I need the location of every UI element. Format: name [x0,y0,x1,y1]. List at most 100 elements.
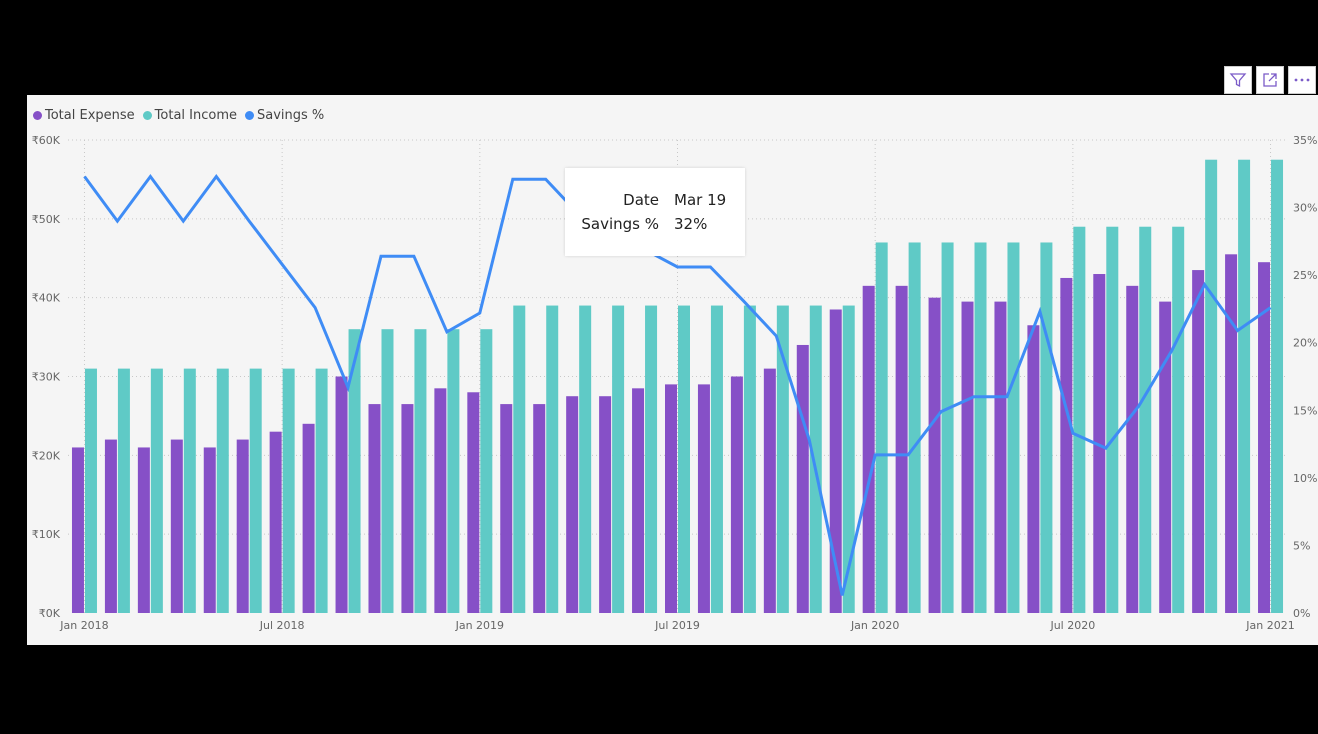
bar-total-income [84,368,97,613]
line-savings-pct [83,173,1272,596]
bar-total-income [513,305,526,613]
bar-total-expense [1093,274,1106,613]
y-left-tick-label: ₹20K [32,449,61,462]
x-tick-label: Jul 2019 [654,619,700,632]
focus-mode-button[interactable] [1256,66,1284,94]
bar-total-income [645,305,658,613]
bar-total-expense [368,404,381,613]
bar-total-income [809,305,822,613]
tooltip-date-value: Mar 19 [674,191,727,209]
bar-total-expense [829,309,842,613]
bar-total-expense [796,344,809,613]
y-left-tick-label: ₹30K [32,371,61,384]
bar-total-income [1007,242,1020,613]
bar-total-expense [1258,262,1271,613]
bar-total-expense [1159,301,1172,613]
y-left-tick-label: ₹40K [32,292,61,305]
y-left-tick-label: ₹10K [32,528,61,541]
bar-total-income [842,305,855,613]
bar-total-income [480,329,493,613]
bar-total-income [282,368,295,613]
focus-mode-icon [1263,73,1277,87]
chart-legend: Total Expense Total Income Savings % [33,108,324,123]
bar-total-income [249,368,262,613]
bar-total-expense [763,368,776,613]
bar-total-income [447,329,460,613]
bar-total-expense [862,285,875,613]
bar-total-income [150,368,163,613]
bar-total-income [908,242,921,613]
bar-total-income [183,368,196,613]
tooltip-savings-value: 32% [674,215,708,233]
more-options-button[interactable] [1288,66,1316,94]
combo-chart: ₹0K ₹10K ₹20K ₹30K ₹40K ₹50K ₹60K 0% 5% 10% 15% 20%… [32,134,1318,632]
y-left-tick-label: ₹60K [32,134,61,147]
filter-icon [1229,73,1247,88]
legend-dot-savings-pct [245,111,255,120]
y-right-tick-label: 15% [1293,404,1317,417]
bar-total-expense [1027,325,1040,613]
x-tick-label: Jan 2018 [59,619,108,632]
bar-total-expense [302,423,315,613]
x-tick-label: Jul 2020 [1049,619,1095,632]
bar-total-expense [269,431,282,613]
legend-label: Total Income [154,108,238,123]
bar-total-income [612,305,625,613]
bar-total-expense [1060,277,1073,613]
bar-total-expense [71,447,84,613]
bar-total-income [315,368,328,613]
bar-total-income [1238,159,1251,613]
legend-item-total-expense[interactable]: Total Expense [33,108,135,123]
x-tick-label: Jul 2018 [259,619,305,632]
y-right-tick-label: 30% [1293,202,1317,215]
x-tick-label: Jan 2021 [1245,619,1294,632]
bar-total-income [1073,226,1086,613]
bar-total-income [579,305,592,613]
chart-tooltip: Date Mar 19 Savings % 32% [565,168,745,256]
bar-total-expense [434,388,447,613]
bar-total-expense [697,384,710,613]
bar-total-expense [533,404,546,613]
legend-item-savings-pct[interactable]: Savings % [245,108,324,123]
x-tick-label: Jan 2020 [850,619,899,632]
bar-total-income [941,242,954,613]
bar-total-income [974,242,987,613]
bar-total-expense [1225,254,1238,613]
chart-panel: Total Expense Total Income Savings % ₹0K… [27,95,1318,645]
y-right-tick-label: 25% [1293,269,1317,282]
filter-button[interactable] [1224,66,1252,94]
legend-label: Savings % [257,108,325,123]
bar-total-income [216,368,229,613]
bar-total-expense [467,392,480,613]
tooltip-savings-label: Savings % [581,215,659,233]
bar-total-expense [335,376,348,613]
bar-total-income [348,329,361,613]
bar-total-expense [994,301,1007,613]
bar-total-expense [566,396,579,613]
x-tick-label: Jan 2019 [455,619,504,632]
y-right-tick-label: 5% [1293,539,1310,552]
bar-total-expense [895,285,908,613]
bar-total-income [1040,242,1053,613]
y-left-tick-label: ₹50K [32,213,61,226]
y-right-tick-label: 20% [1293,337,1317,350]
tooltip-date-label: Date [623,191,659,209]
bar-total-expense [961,301,974,613]
bar-total-expense [236,439,249,613]
y-right-tick-label: 10% [1293,472,1317,485]
bar-total-expense [1126,285,1139,613]
bar-total-income [546,305,559,613]
bar-total-income [1106,226,1119,613]
legend-label: Total Expense [45,108,135,123]
bar-total-expense [665,384,677,613]
bar-total-expense [599,396,612,613]
y-right-tick-label: 0% [1293,607,1310,620]
bar-total-expense [203,447,216,613]
bar-total-income [1271,159,1284,613]
bar-total-income [678,305,690,613]
legend-item-total-income[interactable]: Total Income [142,108,238,123]
bar-total-expense [170,439,183,613]
bar-total-expense [104,439,117,613]
bar-total-income [381,329,394,613]
legend-dot-total-income [142,111,152,120]
